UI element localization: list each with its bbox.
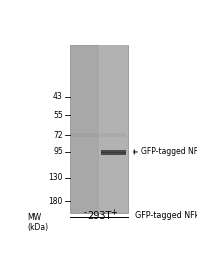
Bar <box>100 133 126 137</box>
Text: 43: 43 <box>53 92 63 101</box>
Text: 72: 72 <box>53 131 63 140</box>
Text: 130: 130 <box>48 173 63 182</box>
Bar <box>71 45 128 213</box>
Text: -: - <box>84 208 86 217</box>
Bar <box>101 153 126 155</box>
Bar <box>99 45 128 213</box>
Text: GFP-tagged NFkB p65: GFP-tagged NFkB p65 <box>141 147 197 156</box>
Text: 293T: 293T <box>87 210 112 221</box>
Bar <box>101 151 126 153</box>
Bar <box>71 133 99 137</box>
Text: 180: 180 <box>48 197 63 206</box>
Bar <box>101 150 126 152</box>
Text: MW
(kDa): MW (kDa) <box>28 213 49 232</box>
Text: 55: 55 <box>53 111 63 120</box>
Text: +: + <box>111 208 117 217</box>
Text: GFP-tagged NFkB p65: GFP-tagged NFkB p65 <box>135 210 197 220</box>
Text: 95: 95 <box>53 147 63 156</box>
